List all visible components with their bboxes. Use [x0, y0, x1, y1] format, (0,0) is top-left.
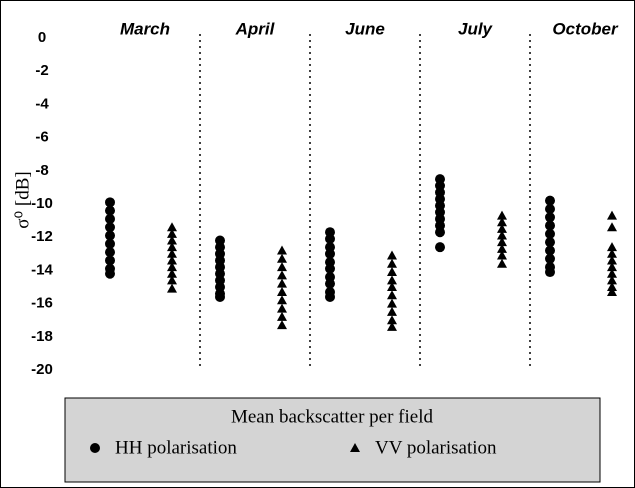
point [387, 315, 397, 325]
y-tick-label: -16 [31, 295, 53, 312]
point [497, 210, 507, 220]
point [167, 222, 177, 232]
point [167, 262, 177, 272]
y-tick-label: -8 [35, 162, 48, 179]
legend-box [64, 397, 601, 483]
x-tick-label: October [552, 19, 619, 38]
point [607, 222, 617, 232]
x-tick-label: April [235, 19, 276, 38]
y-tick-label: -14 [31, 261, 53, 278]
point [325, 263, 335, 274]
point [105, 230, 115, 241]
point [325, 248, 335, 259]
point [167, 255, 177, 265]
point [607, 286, 617, 296]
separators [199, 34, 531, 368]
y-tick-label: -6 [35, 129, 48, 146]
point [167, 228, 177, 238]
legend-title: Mean backscatter per field [231, 406, 434, 427]
point [277, 295, 287, 305]
point [325, 278, 335, 289]
point [387, 298, 397, 308]
point [325, 233, 335, 244]
point [435, 242, 445, 253]
point [105, 268, 115, 279]
point [607, 255, 617, 265]
y-tick-label: -20 [31, 361, 53, 378]
point [435, 227, 445, 238]
point [607, 282, 617, 291]
point [545, 253, 555, 264]
point [387, 250, 397, 260]
point [387, 275, 397, 285]
x-tick-label: July [458, 19, 494, 38]
point [607, 210, 617, 220]
point [105, 222, 115, 233]
point [607, 242, 617, 252]
legend-label: VV polarisation [375, 437, 497, 458]
point [387, 258, 397, 268]
point [277, 270, 287, 280]
point [105, 238, 115, 249]
point [545, 195, 555, 206]
point [277, 311, 287, 321]
point [105, 205, 115, 216]
point [387, 306, 397, 316]
point [167, 242, 177, 252]
point [277, 286, 287, 296]
point [545, 212, 555, 223]
x-tick-label: June [345, 19, 385, 38]
point [387, 267, 397, 277]
y-tick-label: -12 [31, 228, 53, 245]
point [607, 275, 617, 285]
point [545, 237, 555, 248]
point [545, 245, 555, 256]
legend-marker [90, 443, 100, 453]
point [497, 243, 507, 253]
point [277, 303, 287, 313]
legend-marker [350, 443, 360, 452]
point [387, 321, 397, 331]
point [167, 268, 177, 278]
point [497, 223, 507, 233]
point [277, 320, 287, 330]
point [387, 290, 397, 300]
point [167, 275, 177, 285]
point [607, 262, 617, 272]
y-tick-label: 0 [38, 29, 46, 46]
point [545, 220, 555, 231]
point [325, 291, 335, 302]
point [497, 250, 507, 260]
y-tick-label: -2 [35, 62, 48, 79]
point [215, 291, 225, 302]
point [277, 253, 287, 263]
point [497, 217, 507, 227]
point [545, 203, 555, 214]
point [387, 282, 397, 291]
point [105, 197, 115, 208]
point [607, 268, 617, 278]
point [167, 235, 177, 245]
point [545, 267, 555, 278]
x-tick-label: March [120, 19, 170, 38]
point [167, 248, 177, 258]
y-tick-label: -4 [35, 95, 49, 112]
y-tick-label: -18 [31, 328, 53, 345]
point [105, 255, 115, 266]
point [105, 247, 115, 258]
point [497, 258, 507, 268]
point [497, 230, 507, 240]
point [105, 213, 115, 224]
legend-label: HH polarisation [115, 437, 237, 458]
point [497, 237, 507, 247]
point [277, 278, 287, 288]
point [607, 248, 617, 258]
point [277, 262, 287, 272]
point [545, 228, 555, 239]
point [277, 245, 287, 255]
y-axis-label: σ⁰ [dB] [12, 171, 33, 228]
y-tick-label: -10 [31, 195, 53, 212]
point [167, 283, 177, 293]
